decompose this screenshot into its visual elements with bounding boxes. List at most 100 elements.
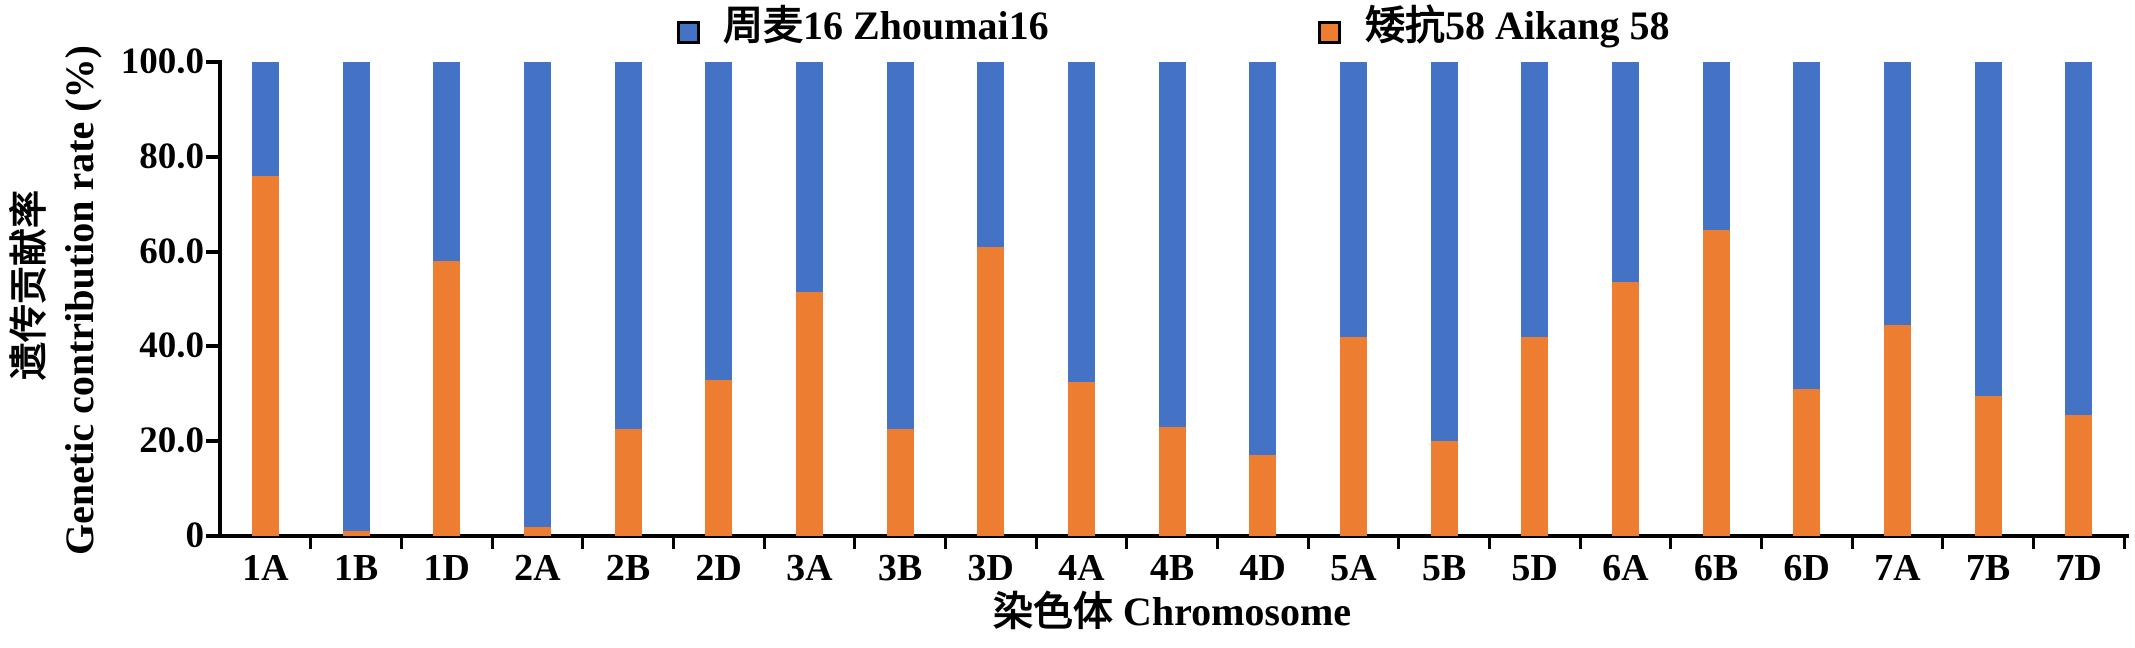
x-tick-mark — [1306, 538, 1310, 549]
bar-2D-aikang58 — [705, 379, 733, 536]
y-tick-mark — [206, 154, 218, 159]
bar-3B-zhoumai16 — [886, 62, 914, 430]
x-tick-label-4B: 4B — [1149, 547, 1195, 589]
x-tick-mark — [1850, 538, 1854, 549]
legend-label-zhoumai16: 周麦16 Zhoumai16 — [723, 3, 1049, 48]
x-tick-mark — [1215, 538, 1219, 549]
bar-4B-zhoumai16 — [1158, 62, 1186, 427]
bar-5D-zhoumai16 — [1521, 62, 1549, 337]
x-tick-label-3B: 3B — [877, 547, 923, 589]
bar-4D-zhoumai16 — [1249, 62, 1277, 456]
x-tick-label-6D: 6D — [1783, 547, 1830, 589]
x-tick-label-1D: 1D — [423, 547, 470, 589]
x-tick-label-3D: 3D — [967, 547, 1014, 589]
bar-5B-aikang58 — [1430, 441, 1458, 536]
x-tick-mark — [1397, 538, 1401, 549]
bar-6B-zhoumai16 — [1702, 62, 1730, 231]
x-tick-mark — [1669, 538, 1673, 549]
x-tick-mark — [1487, 538, 1491, 549]
x-tick-mark — [309, 538, 313, 549]
x-tick-label-5A: 5A — [1330, 547, 1377, 589]
x-tick-mark — [581, 538, 585, 549]
x-tick-label-5D: 5D — [1511, 547, 1558, 589]
x-tick-mark — [1125, 538, 1129, 549]
bar-6A-aikang58 — [1611, 282, 1639, 536]
bar-3B-aikang58 — [886, 429, 914, 536]
x-tick-label-7A: 7A — [1874, 547, 1921, 589]
x-tick-mark — [762, 538, 766, 549]
x-tick-label-6A: 6A — [1602, 547, 1649, 589]
y-tick-label: 0 — [185, 514, 205, 556]
bar-7A-aikang58 — [1883, 325, 1911, 536]
x-tick-mark — [853, 538, 857, 549]
bar-2D-zhoumai16 — [705, 62, 733, 380]
bar-1D-zhoumai16 — [433, 62, 461, 262]
y-tick-label: 100.0 — [120, 40, 204, 82]
bar-1B-zhoumai16 — [342, 62, 370, 532]
x-tick-label-1B: 1B — [333, 547, 379, 589]
x-tick-mark — [1578, 538, 1582, 549]
bar-6B-aikang58 — [1702, 230, 1730, 536]
x-tick-mark — [2122, 538, 2126, 549]
bar-5A-zhoumai16 — [1339, 62, 1367, 337]
x-tick-label-1A: 1A — [242, 547, 289, 589]
x-tick-mark — [490, 538, 494, 549]
bar-5D-aikang58 — [1521, 336, 1549, 536]
x-tick-mark — [671, 538, 675, 549]
y-tick-label: 60.0 — [139, 230, 204, 272]
x-tick-label-2B: 2B — [605, 547, 651, 589]
bar-5A-aikang58 — [1339, 336, 1367, 536]
x-tick-label-2A: 2A — [514, 547, 561, 589]
x-axis-title: 染色体 Chromosome — [992, 589, 1352, 634]
bar-4A-aikang58 — [1067, 381, 1095, 536]
y-tick-mark — [206, 439, 218, 444]
bar-6D-zhoumai16 — [1793, 62, 1821, 390]
bar-3A-aikang58 — [795, 291, 823, 536]
x-tick-mark — [943, 538, 947, 549]
bar-7D-zhoumai16 — [2065, 62, 2093, 416]
bar-7D-aikang58 — [2065, 415, 2093, 536]
x-tick-mark — [1034, 538, 1038, 549]
x-tick-label-7D: 7D — [2055, 547, 2102, 589]
x-tick-label-7B: 7B — [1965, 547, 2011, 589]
x-tick-mark — [1759, 538, 1763, 549]
bar-6D-aikang58 — [1793, 389, 1821, 536]
bar-1A-aikang58 — [251, 175, 279, 536]
bar-5B-zhoumai16 — [1430, 62, 1458, 442]
bar-4A-zhoumai16 — [1067, 62, 1095, 382]
y-axis-line — [218, 60, 222, 538]
y-tick-label: 80.0 — [139, 135, 204, 177]
legend-swatch-zhoumai16 — [677, 21, 700, 44]
y-tick-mark — [206, 534, 218, 538]
y-tick-label: 20.0 — [139, 419, 204, 461]
x-tick-mark — [1941, 538, 1945, 549]
legend: 周麦16 Zhoumai16 矮抗58 Aikang 58 — [0, 0, 2135, 52]
legend-swatch-aikang58 — [1318, 21, 1341, 44]
bar-2A-zhoumai16 — [523, 62, 551, 527]
bar-4B-aikang58 — [1158, 426, 1186, 536]
bar-4D-aikang58 — [1249, 455, 1277, 536]
bar-3A-zhoumai16 — [795, 62, 823, 292]
x-tick-label-4A: 4A — [1058, 547, 1105, 589]
y-tick-mark — [206, 249, 218, 254]
x-tick-mark — [399, 538, 403, 549]
x-tick-mark — [2031, 538, 2035, 549]
bar-6A-zhoumai16 — [1611, 62, 1639, 283]
bar-7A-zhoumai16 — [1883, 62, 1911, 326]
bar-2B-zhoumai16 — [614, 62, 642, 430]
bar-3D-aikang58 — [977, 246, 1005, 536]
bar-2A-aikang58 — [523, 526, 551, 536]
bar-1D-aikang58 — [433, 261, 461, 536]
bar-3D-zhoumai16 — [977, 62, 1005, 247]
x-axis-line — [218, 534, 2129, 538]
x-tick-label-4D: 4D — [1239, 547, 1286, 589]
x-tick-label-3A: 3A — [786, 547, 833, 589]
bar-7B-aikang58 — [1974, 396, 2002, 536]
legend-label-aikang58: 矮抗58 Aikang 58 — [1365, 3, 1670, 48]
y-tick-label: 40.0 — [139, 325, 204, 367]
y-tick-mark — [206, 344, 218, 349]
x-tick-label-6B: 6B — [1693, 547, 1739, 589]
x-tick-label-2D: 2D — [695, 547, 742, 589]
x-tick-label-5B: 5B — [1421, 547, 1467, 589]
